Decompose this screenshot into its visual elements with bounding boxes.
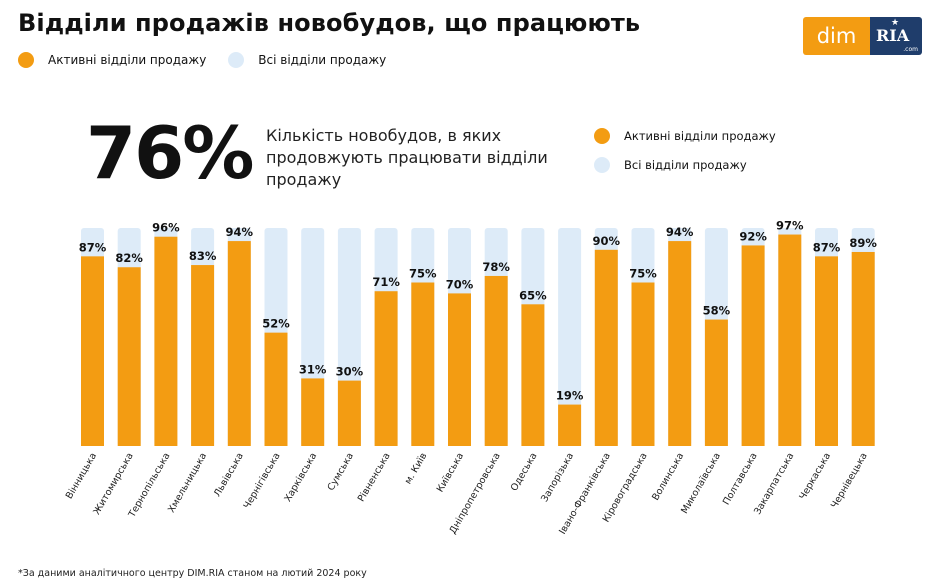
bar-active-18 (741, 245, 765, 446)
category-label-5: Чернігівська (242, 451, 283, 511)
logo-dim-part: dim (803, 17, 870, 55)
bar-active-10 (448, 293, 471, 446)
category-label-3: Хмельницька (166, 451, 209, 515)
bar-active-4 (227, 241, 251, 446)
top-legend: Активні відділи продажу Всі відділи прод… (18, 52, 408, 68)
star-icon: ★ (891, 18, 900, 28)
value-label-20: 87% (813, 240, 841, 254)
value-label-10: 70% (446, 277, 474, 291)
bar-active-1 (117, 267, 141, 446)
category-label-19: Закарпатська (752, 451, 796, 517)
category-label-12: Одеська (509, 451, 540, 493)
summary-percentage: 76% (86, 111, 254, 195)
legend-dot-all (594, 157, 610, 173)
legend-label-active: Активні відділи продажу (48, 53, 207, 67)
dimria-logo[interactable]: dim ★ RIA .com (803, 17, 922, 55)
category-label-10: Київська (435, 451, 466, 494)
value-label-16: 94% (666, 225, 694, 239)
bar-active-2 (154, 236, 178, 446)
value-label-12: 65% (519, 288, 547, 302)
value-label-15: 75% (629, 267, 657, 281)
summary-description: Кількість новобудов, в яких продовжують … (266, 126, 548, 189)
category-label-0: Вінницька (64, 451, 99, 501)
logo-ria-part: ★ RIA .com (870, 17, 922, 55)
page-title: Відділи продажів новобудов, що працюють (18, 9, 641, 37)
bar-active-21 (851, 251, 875, 446)
bar-active-11 (484, 275, 508, 446)
footnote: *За даними аналітичного центру DIM.RIA с… (18, 568, 367, 579)
value-label-17: 58% (703, 304, 731, 318)
logo-ria-text: RIA (876, 26, 910, 45)
legend-dot-active (18, 52, 34, 68)
bar-active-3 (191, 265, 215, 446)
bar-active-9 (411, 282, 435, 446)
category-label-21: Чернівецька (829, 451, 870, 510)
bar-active-20 (815, 256, 838, 446)
bar-active-16 (668, 241, 692, 446)
bar-active-8 (374, 291, 398, 446)
value-label-13: 19% (556, 389, 584, 403)
bar-active-6 (301, 378, 325, 446)
bar-active-15 (631, 282, 655, 446)
category-label-4: Львівська (212, 451, 246, 499)
category-label-8: Рівненська (356, 451, 393, 504)
value-label-3: 83% (189, 249, 217, 263)
value-label-9: 75% (409, 267, 437, 281)
value-label-7: 30% (336, 365, 364, 379)
bar-active-17 (704, 319, 728, 446)
value-label-6: 31% (299, 362, 327, 376)
category-label-6: Харківська (282, 451, 319, 504)
legend-label-active: Активні відділи продажу (624, 129, 776, 143)
legend-item-all: Всі відділи продажу (594, 157, 776, 173)
logo-com-text: .com (903, 46, 918, 53)
bar-active-13 (558, 404, 582, 446)
legend-item-active: Активні відділи продажу (594, 128, 776, 144)
category-label-18: Полтавська (721, 451, 760, 507)
value-label-21: 89% (849, 236, 877, 250)
category-label-1: Житомирська (92, 451, 136, 517)
legend-item-all: Всі відділи продажу (228, 52, 386, 68)
value-label-1: 82% (115, 251, 143, 265)
value-label-18: 92% (739, 229, 767, 243)
value-label-8: 71% (372, 275, 400, 289)
category-label-9: м. Київ (403, 451, 430, 487)
legend-item-active: Активні відділи продажу (18, 52, 206, 68)
category-label-17: Миколаївська (679, 451, 723, 516)
value-label-19: 97% (776, 219, 804, 233)
bar-active-14 (594, 249, 618, 446)
category-label-7: Сумська (326, 451, 356, 493)
value-label-14: 90% (593, 234, 621, 248)
bar-active-7 (337, 380, 361, 446)
value-label-4: 94% (226, 225, 254, 239)
category-label-20: Черкаська (797, 451, 833, 502)
category-label-16: Волинська (650, 451, 686, 503)
legend-dot-active (594, 128, 610, 144)
value-label-0: 87% (79, 240, 107, 254)
legend-label-all: Всі відділи продажу (624, 158, 747, 172)
value-label-11: 78% (482, 260, 510, 274)
value-label-2: 96% (152, 221, 180, 235)
bar-active-19 (778, 234, 802, 446)
legend-label-all: Всі відділи продажу (258, 53, 387, 67)
bar-active-12 (521, 304, 545, 446)
legend-dot-all (228, 52, 245, 68)
category-label-13: Запорізька (539, 451, 576, 504)
bar-active-0 (81, 256, 104, 446)
right-legend: Активні відділи продажу Всі відділи прод… (594, 128, 798, 186)
bar-active-5 (264, 332, 288, 446)
value-label-5: 52% (262, 317, 290, 331)
bar-all-13 (558, 228, 582, 446)
